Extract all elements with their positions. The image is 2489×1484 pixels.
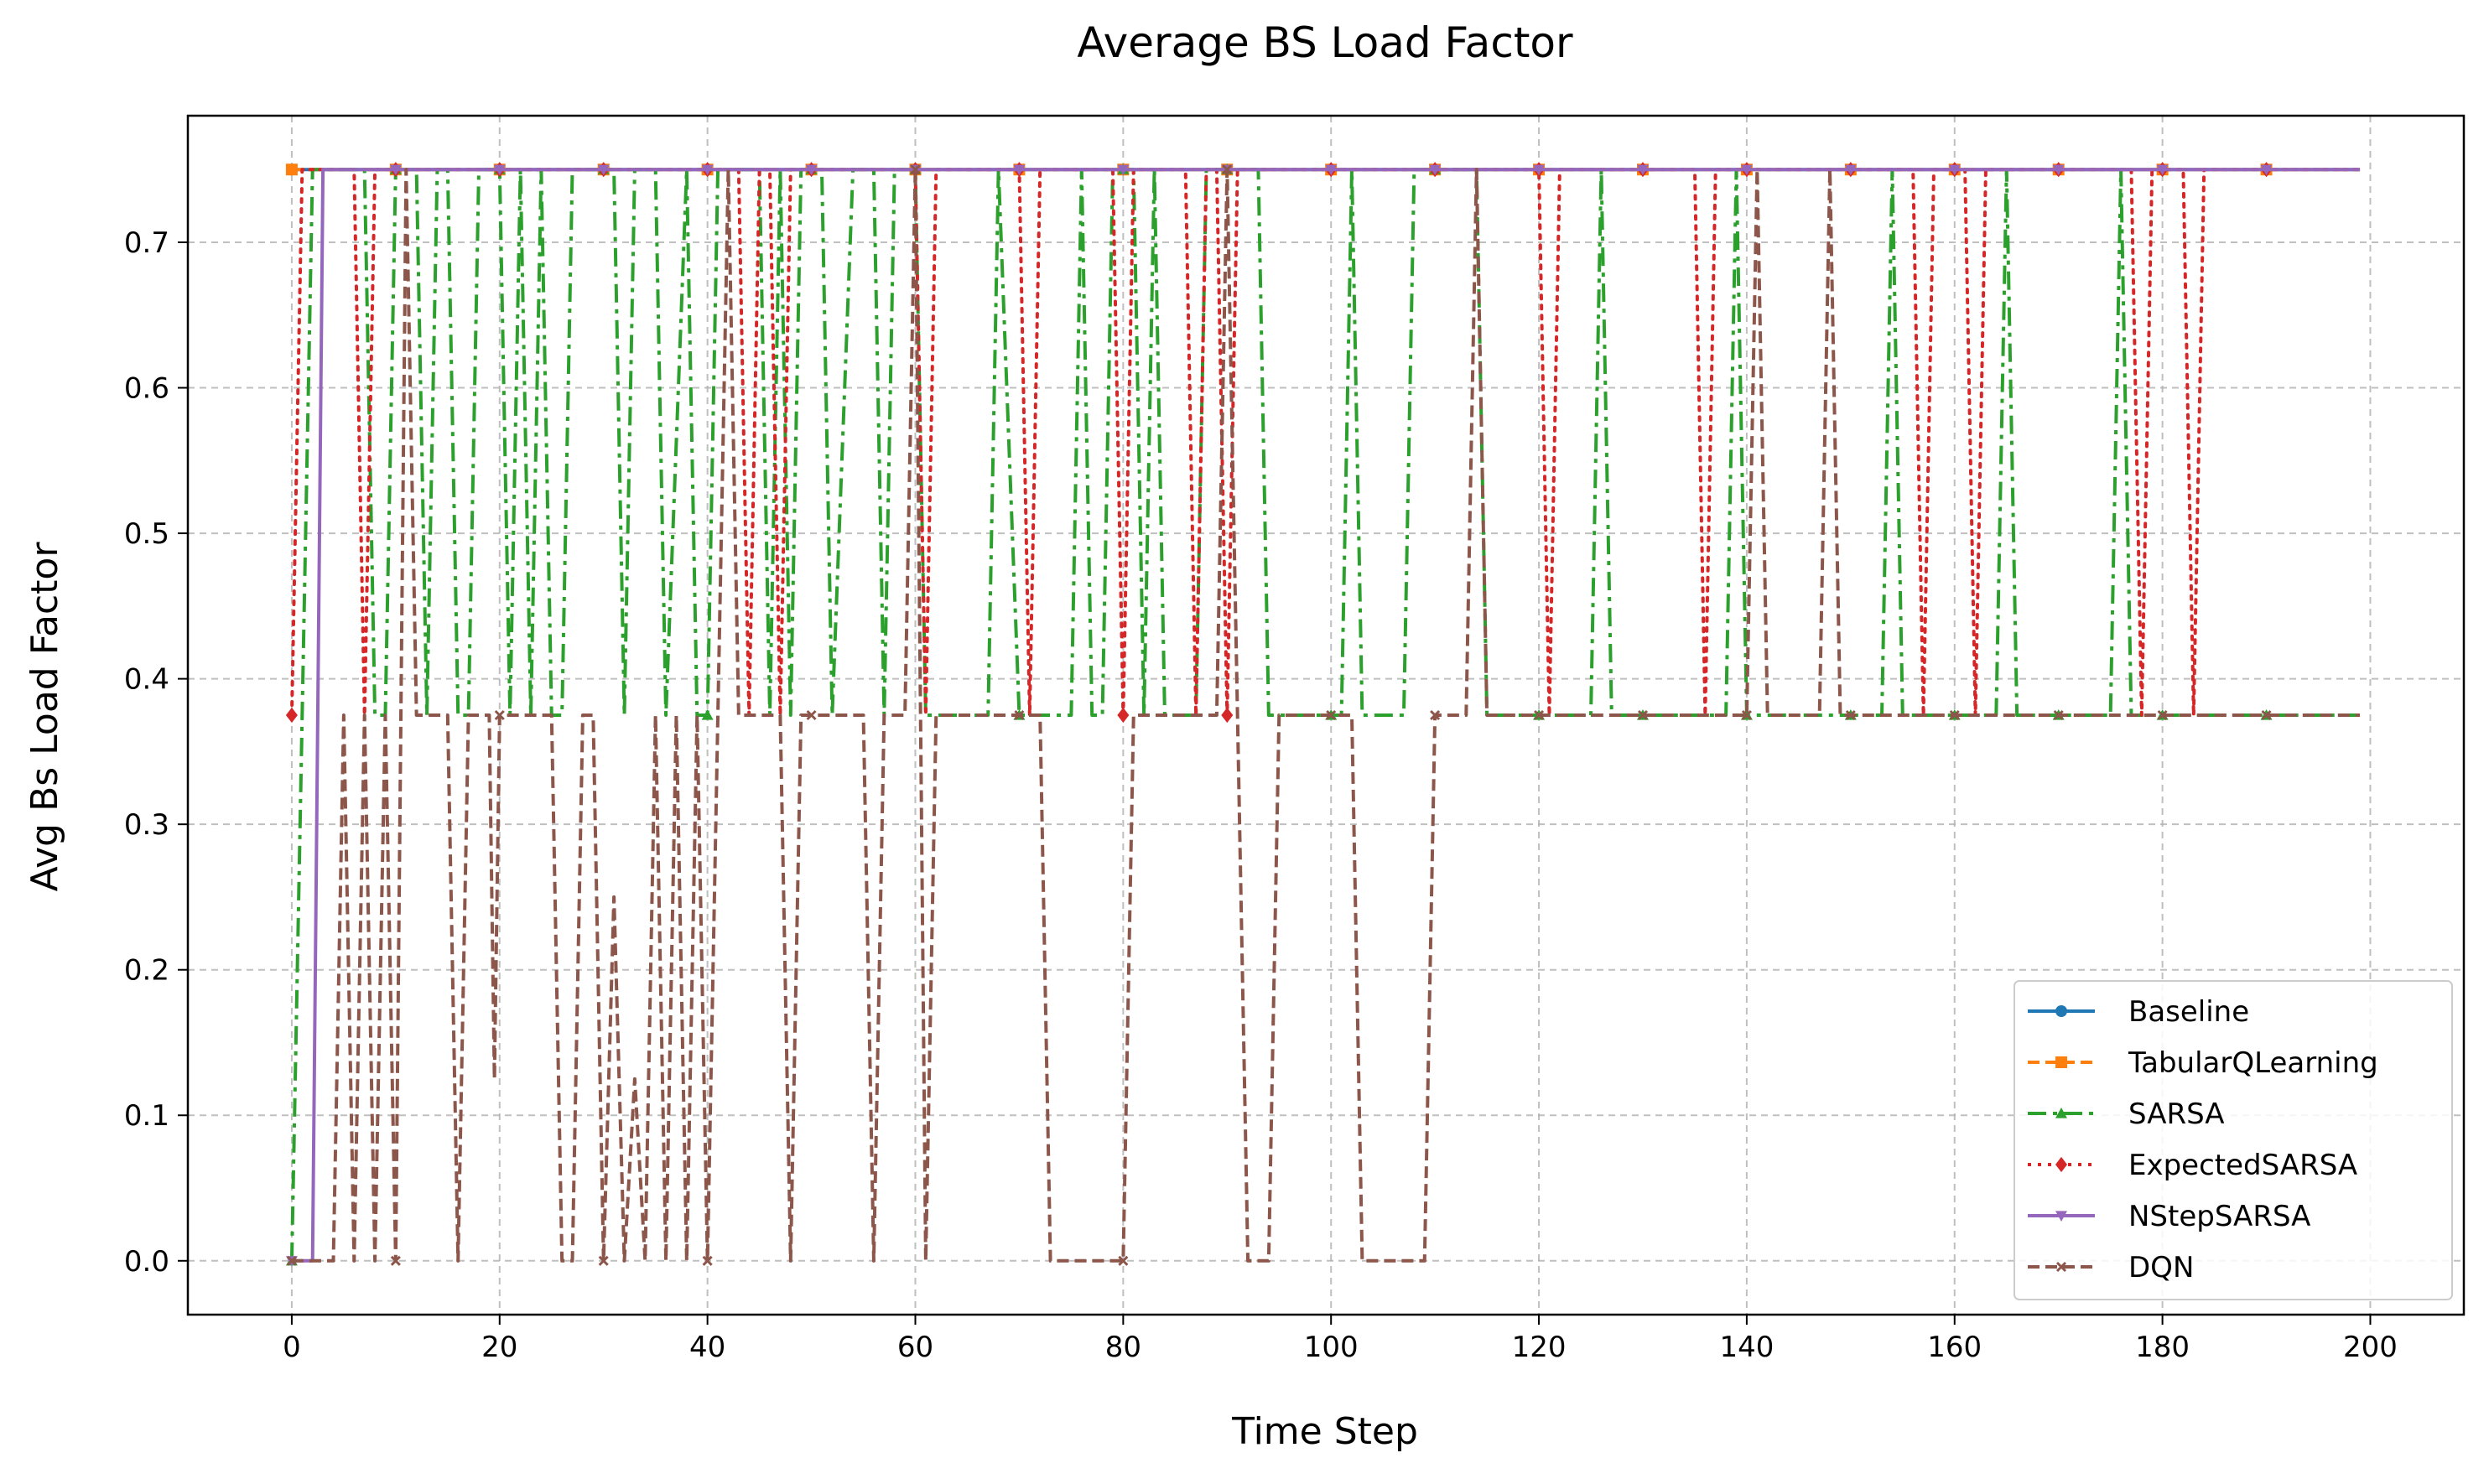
data-point [1013,164,1026,176]
plot-frame [186,114,2466,1316]
data-point [286,1255,297,1266]
data-point [389,164,402,176]
y-tick-label: 0.1 [124,1099,169,1133]
legend-marker [2055,1005,2067,1017]
data-point [1429,164,1442,176]
data-point [493,164,506,176]
data-point [1117,707,1130,724]
y-tick-label: 0.5 [124,517,169,551]
data-point [285,163,298,176]
legend-label: ExpectedSARSA [2128,1149,2357,1182]
data-point [2260,164,2273,176]
data-point [2261,709,2272,721]
data-point [2156,164,2169,176]
data-point [1222,164,1233,175]
x-tick-label: 180 [2135,1331,2190,1364]
x-tick-label: 60 [897,1331,933,1364]
legend-label: NStepSARSA [2128,1200,2310,1233]
data-point [701,164,714,176]
x-tick-label: 200 [2343,1331,2398,1364]
data-point [285,707,298,724]
series-lines [285,162,2362,1267]
data-point [598,1255,609,1266]
y-tick-label: 0.0 [124,1245,169,1279]
data-point [2052,164,2065,176]
y-tick-label: 0.4 [124,663,169,697]
x-tick-label: 100 [1304,1331,1359,1364]
data-point [1117,164,1130,176]
data-point [1844,164,1857,176]
chart-title: Average BS Load Factor [1077,18,1573,67]
data-point [1533,709,1545,721]
data-point [1949,709,1960,721]
legend-label: SARSA [2128,1097,2225,1131]
data-point [1948,164,1961,176]
legend-marker [2055,1108,2067,1118]
data-point [1533,164,1546,176]
data-point [1637,709,1649,721]
data-point [1845,709,1856,721]
data-point [1636,164,1649,176]
x-tick-label: 140 [1719,1331,1774,1364]
axes: 0 20 40 60 80 100 120 140 160 180 200 0.0 0.1 0.2 0.3 0… [124,114,2466,1364]
x-tick-label: 0 [283,1331,301,1364]
legend-marker [2055,1056,2067,1068]
legend-box [2014,980,2453,1300]
x-tick-label: 160 [1927,1331,1982,1364]
data-point [2053,709,2064,721]
data-point [1221,707,1234,724]
x-tick-label: 40 [689,1331,725,1364]
x-tick-label: 120 [1512,1331,1567,1364]
data-point [701,709,714,720]
series-line [291,168,2361,1263]
legend-marker [2055,1211,2067,1222]
data-point [1118,1255,1129,1266]
y-axis-label: Avg Bs Load Factor [23,542,66,892]
legend: Baseline TabularQLearning SARSA ExpectedSAR… [2014,980,2453,1300]
data-point [1014,709,1025,721]
data-point [494,709,505,721]
data-point [910,164,921,175]
x-tick-label: 20 [481,1331,517,1364]
data-point [1326,709,1337,721]
legend-marker [2055,1156,2067,1173]
data-point [390,1255,401,1266]
x-tick-label: 80 [1105,1331,1141,1364]
y-tick-label: 0.6 [124,372,169,406]
series-dqn [286,164,2361,1266]
data-point [805,164,818,176]
y-tick-label: 0.7 [124,226,169,260]
legend-marker [2055,1261,2067,1273]
legend-label: TabularQLearning [2128,1046,2378,1080]
data-point [702,1255,713,1266]
legend-label: DQN [2128,1251,2194,1284]
data-point [1741,709,1752,721]
data-point [597,164,610,176]
data-point [1325,164,1338,176]
data-point [1740,164,1753,176]
y-tick-label: 0.2 [124,954,169,988]
legend-label: Baseline [2128,995,2249,1029]
y-tick-label: 0.3 [124,808,169,842]
data-point [1430,709,1441,721]
x-axis-label: Time Step [1231,1410,1418,1453]
data-point [806,709,817,721]
data-point [2157,709,2168,721]
